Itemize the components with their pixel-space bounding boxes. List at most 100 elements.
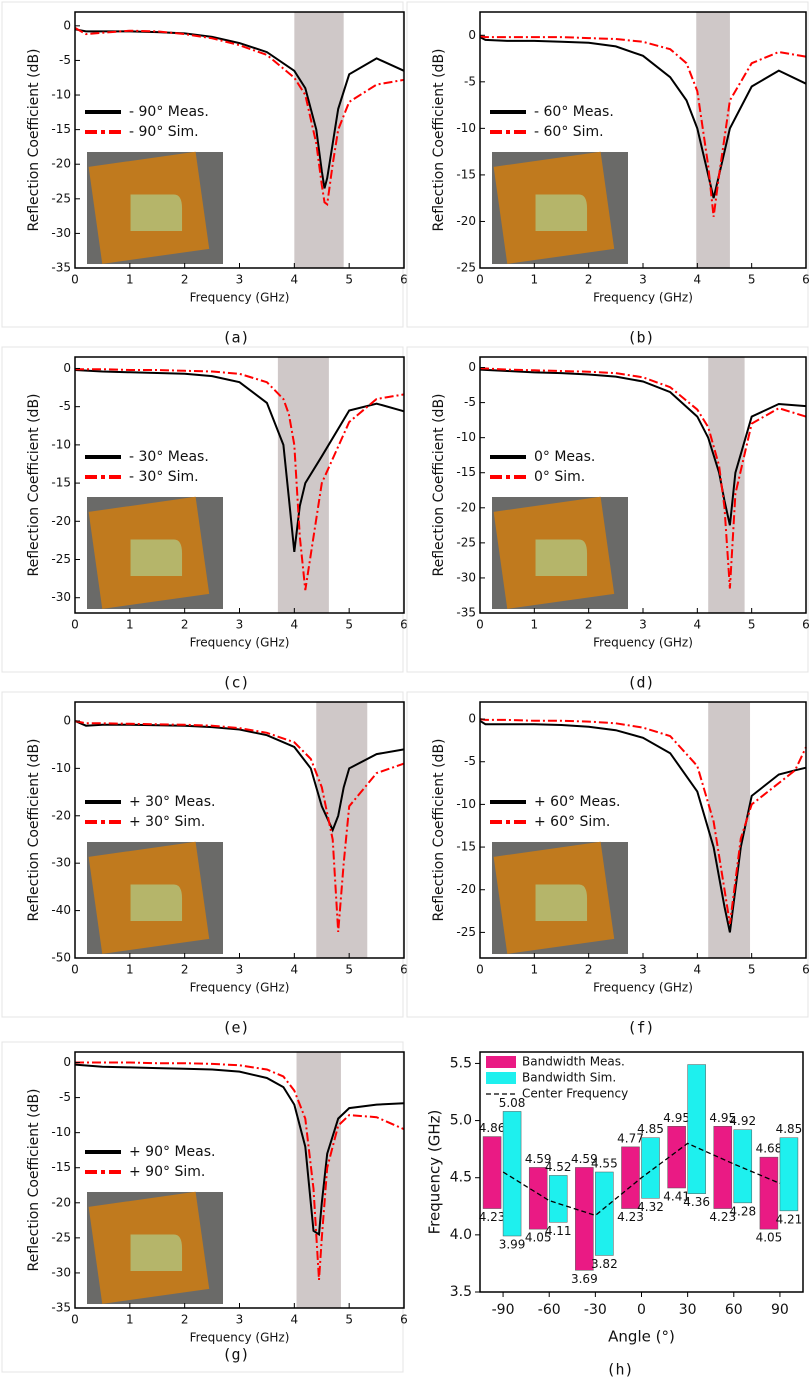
y-tick-label: -10: [51, 1125, 71, 1139]
band: [294, 12, 344, 268]
x-tick-label: 5: [345, 618, 353, 632]
y-tick-label: -5: [464, 395, 476, 409]
x-tick-label: 1: [531, 273, 539, 287]
x-tick-label: 6: [400, 273, 408, 287]
panel: - 60° Meas. - 60° Sim. 0 1 2 3 4 5 6 0 -5 -10 -15 -20…: [406, 1, 810, 347]
value-label: 4.92: [729, 1114, 756, 1128]
y-tick-label: 4.0: [450, 1227, 472, 1243]
x-tick-label: 2: [181, 963, 189, 977]
y-tick-label: -10: [51, 437, 71, 451]
y-axis-title: Reflection Coefficient (dB): [26, 393, 42, 576]
value-label: 4.59: [571, 1152, 598, 1166]
x-tick-label: 6: [802, 273, 810, 287]
y-tick-label: -20: [456, 214, 476, 228]
x-tick-label: 5: [345, 273, 353, 287]
panel: 4.86 4.23 4.59 4.05 4.59 3.69 4.77 4.23 4.95 4.41…: [426, 1051, 804, 1379]
y-tick-label: 0: [63, 1055, 71, 1069]
x-tick-label: 2: [585, 963, 593, 977]
range-bar: [548, 1175, 568, 1223]
y-axis-title: Frequency (GHz): [426, 1110, 444, 1235]
y-tick-label: -30: [456, 570, 476, 584]
panel-frame: [406, 1, 809, 328]
legend-label: Bandwidth Sim.: [522, 1071, 616, 1085]
value-label: 4.95: [709, 1111, 736, 1125]
caption: (b): [627, 329, 654, 347]
y-tick-label: -30: [51, 856, 71, 870]
y-tick-label: -20: [456, 882, 476, 896]
x-tick-label: 0: [476, 963, 484, 977]
x-tick-label: 1: [126, 1313, 134, 1327]
x-tick-label: 1: [126, 273, 134, 287]
panel-frame: [1, 1041, 404, 1373]
y-tick-label: -25: [51, 1230, 71, 1244]
x-tick-label: 0: [637, 1302, 646, 1318]
legend-label: - 60° Sim.: [534, 124, 604, 140]
value-label: 3.82: [591, 1257, 618, 1271]
photo-patch: [535, 539, 588, 576]
x-tick-label: 6: [802, 963, 810, 977]
x-tick-label: 2: [181, 1313, 189, 1327]
x-tick-label: 3: [236, 1313, 244, 1327]
value-label: 4.05: [525, 1231, 552, 1245]
y-tick-label: -5: [59, 399, 71, 413]
x-tick-label: 2: [585, 618, 593, 632]
panel: + 90° Meas. + 90° Sim. 0 1 2 3 4 5 6 0 -5 -10 -15 -20…: [1, 1041, 408, 1373]
value-label: 4.55: [591, 1157, 618, 1171]
y-tick-label: 4.5: [450, 1170, 472, 1186]
value-label: 4.05: [756, 1231, 783, 1245]
y-tick-label: -25: [456, 535, 476, 549]
range-bar: [575, 1167, 594, 1271]
x-tick-label: 4: [291, 273, 299, 287]
x-tick-label: 0: [71, 1313, 79, 1327]
y-tick-label: -25: [456, 261, 476, 275]
y-tick-label: -35: [51, 1301, 71, 1315]
x-tick-label: 4: [291, 618, 299, 632]
y-tick-label: -10: [51, 88, 71, 102]
x-tick-label: 4: [694, 618, 702, 632]
legend-label: Bandwidth Meas.: [522, 1055, 625, 1069]
legend-label: - 90° Meas.: [129, 104, 209, 120]
caption: (c): [222, 674, 249, 692]
x-tick-label: 5: [748, 618, 756, 632]
y-tick-label: 0: [468, 28, 476, 42]
value-label: 3.99: [499, 1238, 526, 1252]
series-line: [479, 367, 807, 589]
y-tick-label: -10: [456, 797, 476, 811]
x-axis-title: Frequency (GHz): [593, 291, 693, 305]
x-tick-label: 3: [236, 273, 244, 287]
legend-label: - 30° Meas.: [129, 449, 209, 465]
x-tick-label: 30: [679, 1302, 697, 1318]
series-line: [479, 36, 807, 199]
series-line: [74, 369, 405, 553]
value-label: 4.21: [776, 1212, 803, 1226]
x-tick-label: 4: [694, 273, 702, 287]
series-line: [479, 35, 807, 217]
x-tick-label: 0: [71, 963, 79, 977]
legend-label: - 30° Sim.: [129, 469, 199, 485]
caption: (f): [627, 1019, 654, 1037]
range-bar: [502, 1111, 522, 1237]
x-tick-label: 1: [126, 618, 134, 632]
legend-swatch: [486, 1056, 516, 1068]
x-tick-label: 0: [476, 273, 484, 287]
y-tick-label: -15: [51, 1160, 71, 1174]
range-bar: [482, 1136, 502, 1209]
x-tick-label: 5: [345, 963, 353, 977]
y-tick-label: -15: [456, 840, 476, 854]
panel: + 30° Meas. + 30° Sim. 0 1 2 3 4 5 6 0 -10 -20 -30 -4…: [1, 691, 408, 1037]
x-tick-label: 0: [71, 618, 79, 632]
panel-frame: [1, 346, 404, 673]
x-tick-label: 2: [181, 273, 189, 287]
range-bar: [595, 1171, 614, 1256]
value-label: 3.69: [571, 1272, 598, 1286]
x-tick-label: 6: [400, 963, 408, 977]
range-bar: [667, 1126, 686, 1189]
y-tick-label: -15: [456, 465, 476, 479]
series-line: [479, 719, 807, 933]
value-label: 4.28: [729, 1204, 756, 1218]
panel-frame: [1, 691, 404, 1018]
y-tick-label: -10: [51, 761, 71, 775]
value-label: 4.11: [545, 1224, 572, 1238]
x-axis-title: Frequency (GHz): [593, 636, 693, 650]
